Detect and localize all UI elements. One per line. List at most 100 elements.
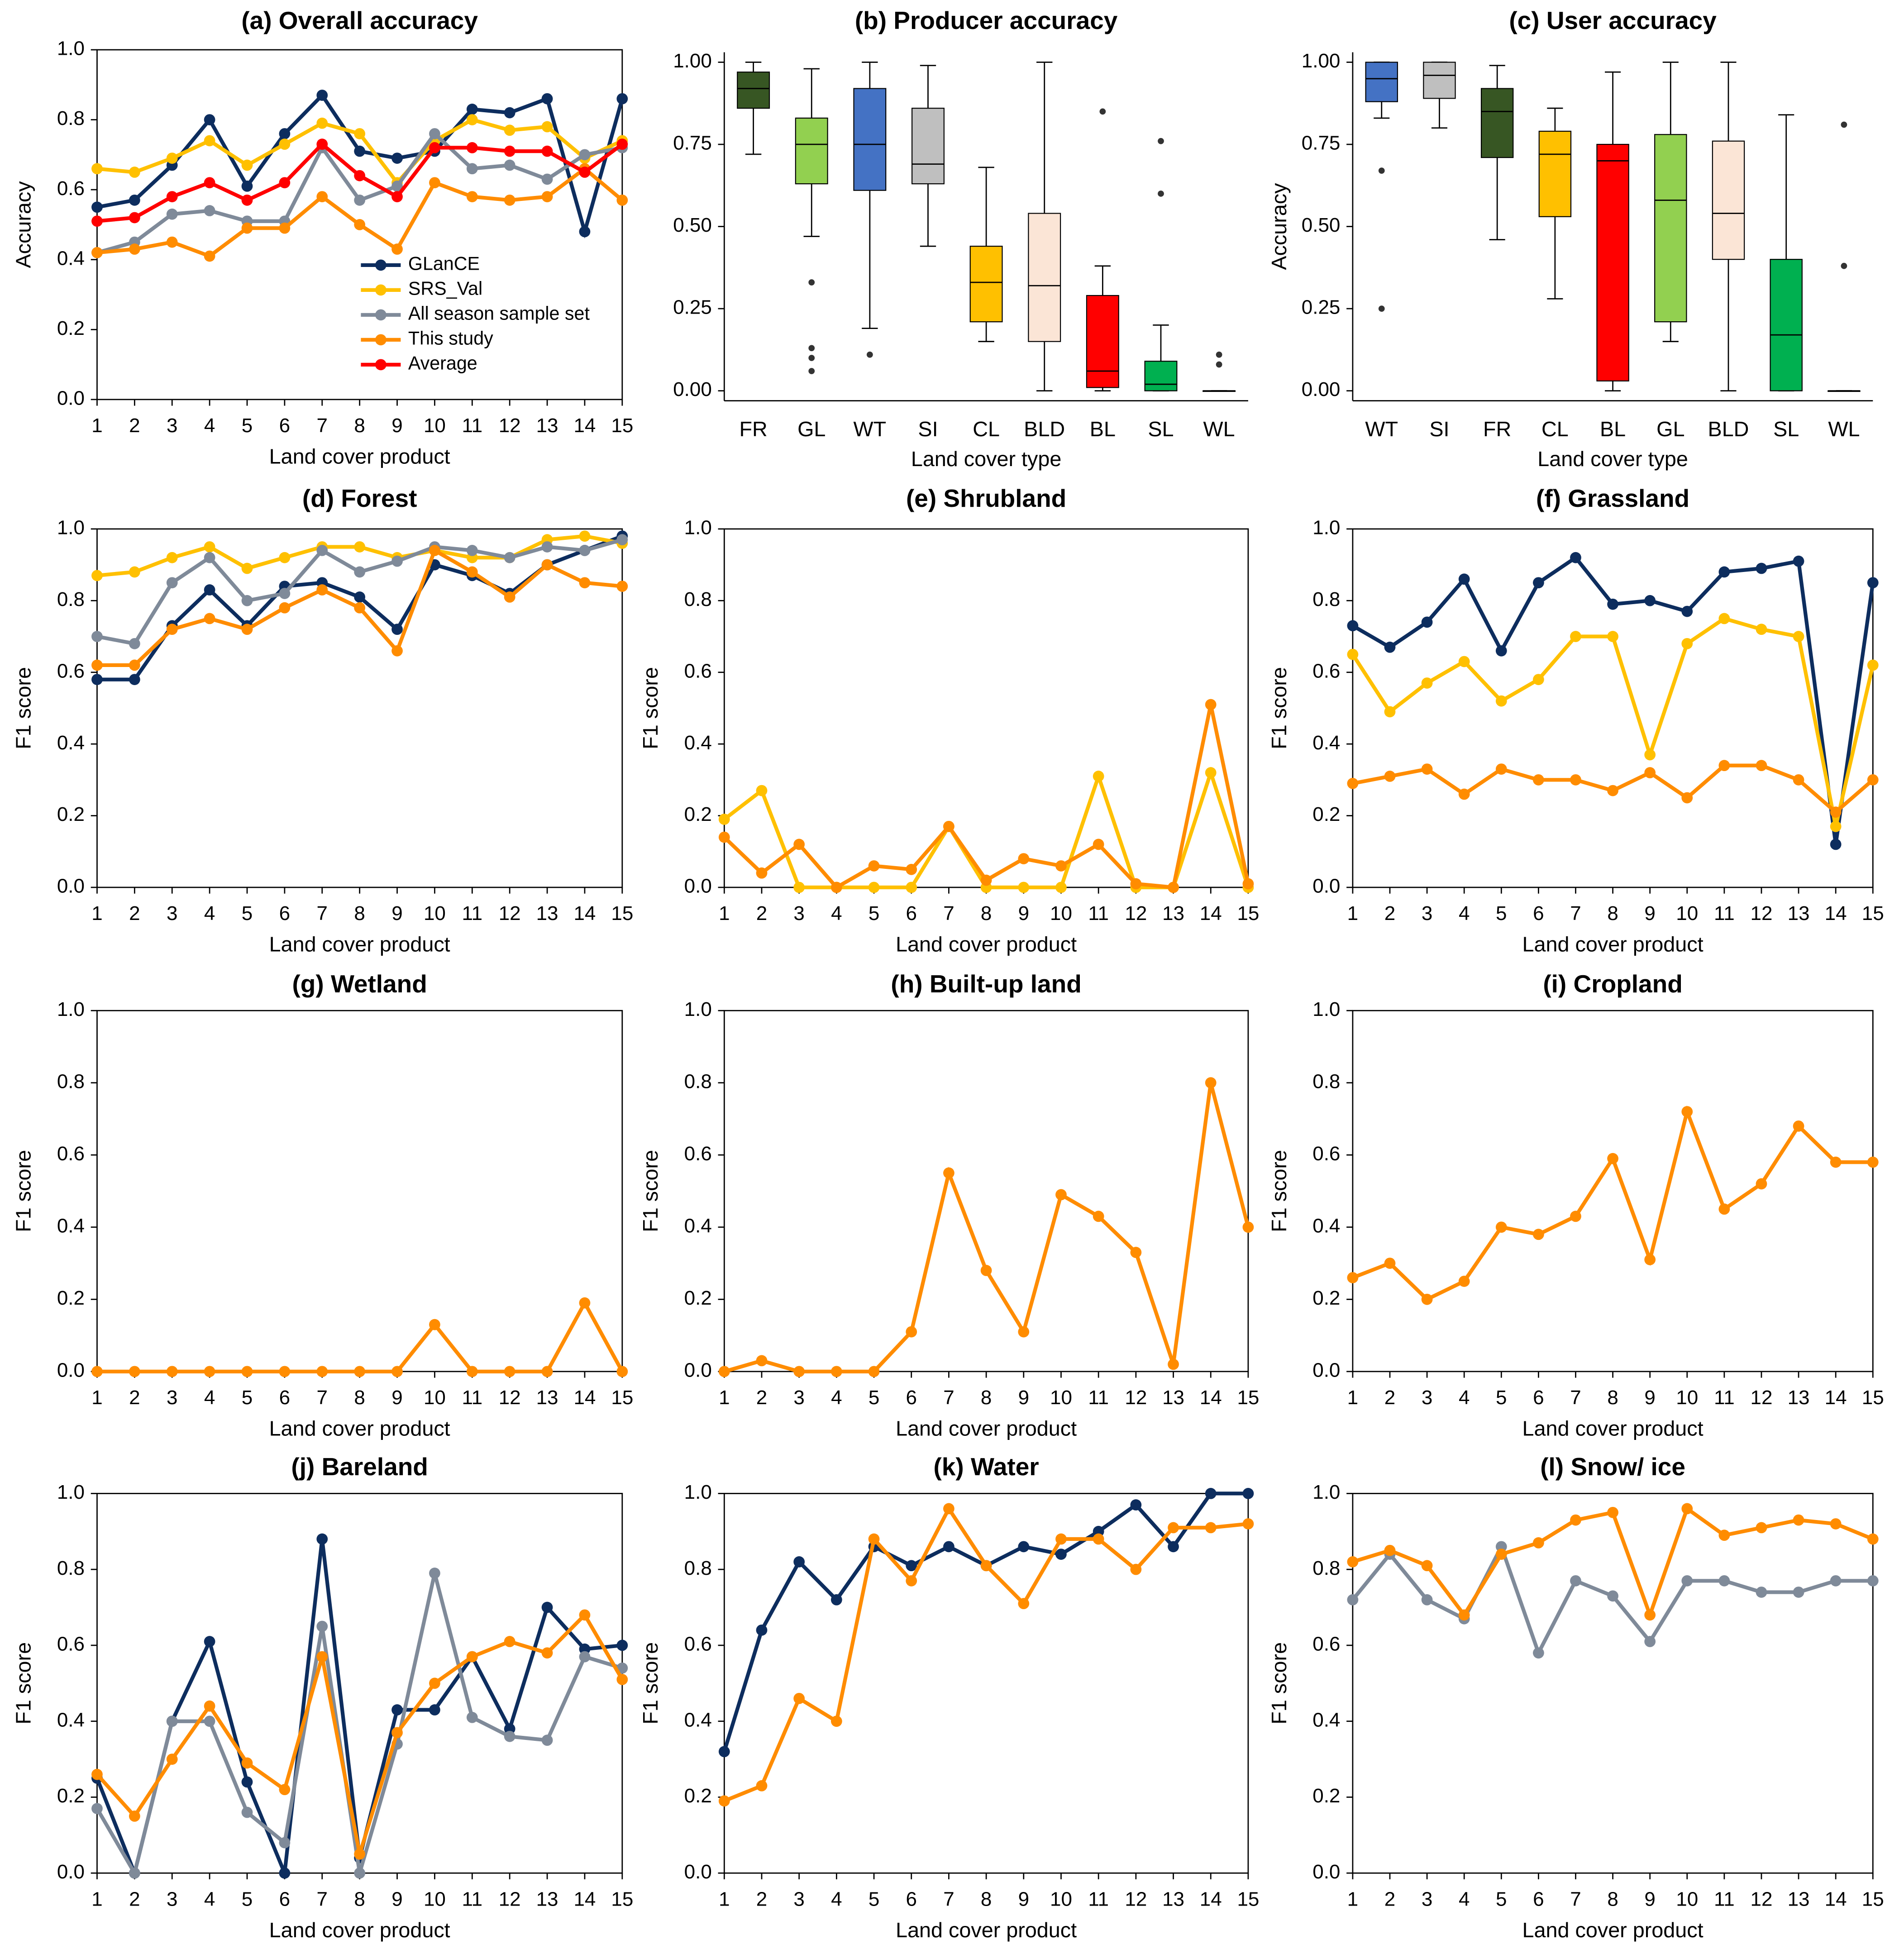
x-tick-label: 6 <box>1533 1888 1544 1910</box>
data-point <box>830 1716 842 1727</box>
data-point <box>718 1366 730 1377</box>
data-point <box>429 1677 440 1689</box>
data-point <box>906 863 917 875</box>
data-point <box>391 191 403 202</box>
y-tick-label: 0.4 <box>1312 1215 1340 1237</box>
x-tick-label: 11 <box>1088 1387 1109 1409</box>
data-point <box>166 577 178 589</box>
data-point <box>129 212 140 224</box>
data-point <box>504 145 515 157</box>
x-tick-label: 9 <box>1644 1888 1655 1910</box>
legend-label: Average <box>408 353 477 374</box>
data-point <box>616 581 628 592</box>
data-point <box>504 124 515 136</box>
y-tick-label: 0.00 <box>673 378 712 400</box>
y-axis-label: Accuracy <box>11 181 35 268</box>
data-point <box>579 1609 591 1621</box>
data-point <box>1830 839 1842 850</box>
data-point <box>354 145 366 157</box>
x-tick-label: 10 <box>1676 1387 1698 1409</box>
data-point <box>129 1811 140 1822</box>
data-point <box>466 1711 478 1723</box>
data-point <box>91 570 103 581</box>
y-tick-label: 0.8 <box>57 1070 85 1092</box>
y-tick-label: 1.00 <box>1302 50 1341 72</box>
data-point <box>1718 1575 1730 1587</box>
x-tick-label: 9 <box>1018 1387 1029 1409</box>
data-point <box>541 93 553 105</box>
legend-label: This study <box>408 328 493 349</box>
x-tick-label: 13 <box>1162 1888 1184 1910</box>
data-point <box>1644 1636 1656 1647</box>
box <box>1144 361 1178 391</box>
box <box>1423 62 1456 99</box>
y-tick-label: 0.2 <box>684 1785 712 1807</box>
data-point <box>1793 1587 1804 1598</box>
data-point <box>1055 882 1067 893</box>
data-point <box>241 222 253 234</box>
x-tick-label: GL <box>1656 417 1684 441</box>
x-tick-label: 8 <box>354 1888 365 1910</box>
data-point <box>241 595 253 606</box>
box <box>911 108 945 185</box>
data-point <box>1458 788 1470 800</box>
y-axis-label: F1 score <box>11 1642 35 1725</box>
y-axis-label: F1 score <box>11 1150 35 1232</box>
x-tick-label: 5 <box>868 1387 879 1409</box>
x-tick-label: CL <box>973 417 1000 441</box>
data-point <box>830 882 842 893</box>
x-tick-label: 2 <box>756 1387 767 1409</box>
x-tick-label: 15 <box>611 1888 633 1910</box>
y-tick-label: 0.4 <box>684 1215 712 1237</box>
data-point <box>830 1366 842 1377</box>
x-tick-label: 7 <box>943 1387 954 1409</box>
data-point <box>429 177 440 189</box>
data-point <box>906 1575 917 1587</box>
data-point <box>429 1568 440 1579</box>
x-tick-label: 9 <box>1018 1888 1029 1910</box>
data-point <box>1347 1272 1359 1283</box>
box <box>853 88 887 191</box>
x-tick-label: 13 <box>1162 1387 1184 1409</box>
data-point <box>1570 631 1581 642</box>
data-point <box>756 1624 768 1636</box>
y-tick-label: 0.25 <box>673 296 712 319</box>
data-point <box>391 181 403 192</box>
data-point <box>354 602 366 614</box>
data-point <box>466 163 478 175</box>
data-point <box>166 1366 178 1377</box>
y-axis-label: F1 score <box>1267 1150 1291 1232</box>
x-tick-label: 7 <box>317 415 328 437</box>
data-point <box>579 1651 591 1663</box>
data-point <box>91 1768 103 1780</box>
data-point <box>204 584 215 596</box>
x-tick-label: 6 <box>1533 902 1544 924</box>
x-tick-label: 13 <box>536 1387 558 1409</box>
data-point <box>1793 1120 1804 1132</box>
y-tick-label: 0.8 <box>684 1557 712 1579</box>
legend-marker <box>375 284 387 296</box>
x-tick-label: 15 <box>1862 902 1884 924</box>
x-tick-label: 13 <box>536 1888 558 1910</box>
data-point <box>354 566 366 578</box>
data-point <box>616 138 628 150</box>
data-point <box>316 117 328 129</box>
data-point <box>1495 763 1507 775</box>
data-point <box>129 674 140 685</box>
x-tick-label: 10 <box>424 1387 446 1409</box>
data-point <box>1055 860 1067 872</box>
x-tick-label: 11 <box>1088 902 1109 924</box>
x-axis-label: Land cover product <box>269 933 450 956</box>
box <box>1086 295 1119 388</box>
chart-title: (f) Grassland <box>1536 484 1689 512</box>
x-tick-label: 1 <box>719 902 730 924</box>
data-point <box>504 552 515 563</box>
data-point <box>354 128 366 139</box>
chart-title: (b) Producer accuracy <box>855 6 1118 34</box>
box <box>737 71 770 109</box>
x-tick-label: 7 <box>317 1387 328 1409</box>
data-point <box>204 552 215 563</box>
x-tick-label: 5 <box>1496 902 1507 924</box>
x-tick-label: 5 <box>242 1387 253 1409</box>
